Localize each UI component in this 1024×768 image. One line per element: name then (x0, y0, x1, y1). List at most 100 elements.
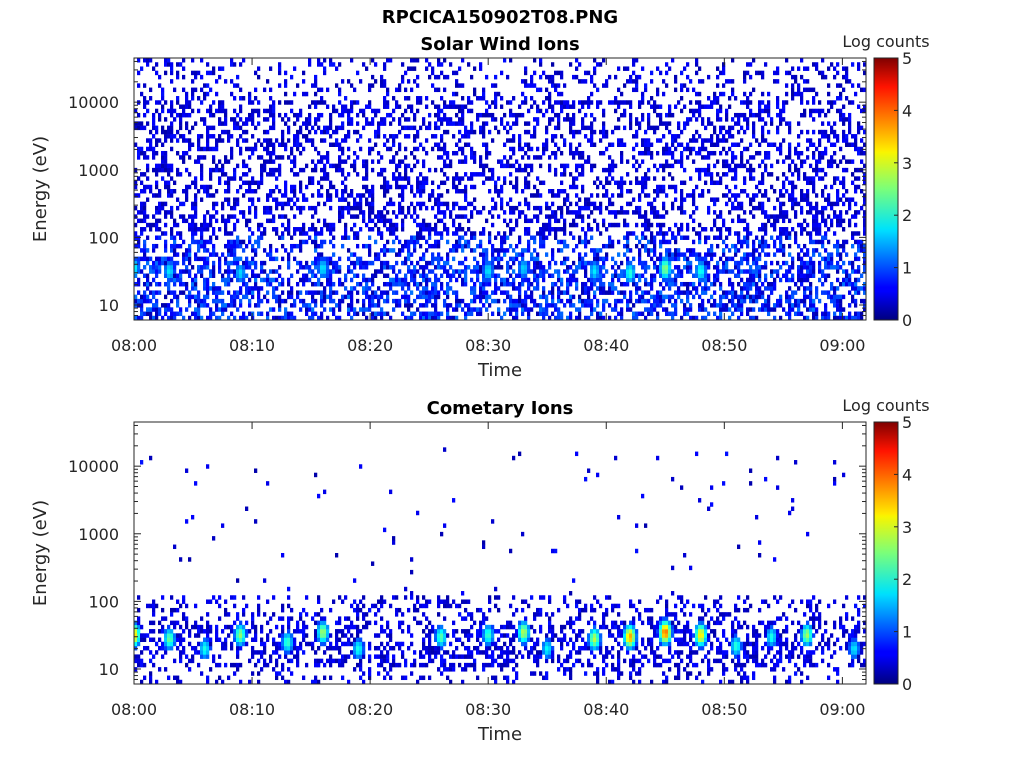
spectrogram-cell (590, 125, 594, 131)
spectrogram-cell (422, 269, 426, 274)
spectrogram-cell (449, 277, 453, 283)
spectrogram-cell (710, 121, 714, 126)
spectrogram-cell (350, 189, 354, 194)
spectrogram-cell (260, 286, 264, 291)
spectrogram-cell (290, 150, 294, 156)
spectrogram-cell (377, 121, 381, 126)
spectrogram-cell (740, 260, 744, 266)
spectrogram-cell (281, 281, 285, 287)
spectrogram-cell (515, 167, 519, 173)
spectrogram-cell (506, 121, 510, 126)
spectrogram-cell (650, 104, 654, 109)
spectrogram-cell (338, 205, 342, 211)
spectrogram-cell (548, 205, 552, 211)
spectrogram-cell (749, 201, 753, 207)
spectrogram-cell (236, 218, 240, 224)
spectrogram-cell (710, 294, 714, 300)
spectrogram-cell (194, 184, 198, 190)
spectrogram-cell (167, 163, 171, 169)
spectrogram-cell (338, 155, 342, 160)
spectrogram-cell (482, 273, 486, 278)
spectrogram-cell (695, 117, 699, 122)
spectrogram-cell (299, 205, 303, 211)
spectrogram-cell (686, 294, 690, 300)
spectrogram-cell (341, 214, 345, 219)
spectrogram-cell (722, 91, 726, 97)
spectrogram-cell (230, 239, 234, 245)
spectrogram-cell (464, 104, 468, 109)
spectrogram-cell (731, 150, 735, 156)
spectrogram-cell (731, 286, 735, 291)
spectrogram-cell (527, 307, 531, 312)
spectrogram-cell (443, 104, 447, 109)
spectrogram-cell (644, 83, 648, 88)
spectrogram-cell (572, 184, 576, 190)
spectrogram-cell (386, 294, 390, 300)
spectrogram-cell (746, 307, 750, 312)
spectrogram-cell (359, 205, 363, 211)
spectrogram-cell (335, 167, 339, 173)
spectrogram-cell (470, 121, 474, 126)
spectrogram-cell (425, 294, 429, 300)
spectrogram-cell (494, 273, 498, 278)
spectrogram-cell (287, 260, 291, 266)
spectrogram-cell (533, 70, 537, 76)
spectrogram-cell (665, 294, 669, 300)
spectrogram-cell (182, 256, 186, 262)
spectrogram-cell (602, 315, 606, 321)
spectrogram-cell (698, 239, 702, 245)
spectrogram-cell (356, 311, 360, 317)
spectrogram-cell (455, 184, 459, 190)
spectrogram-cell (311, 222, 315, 228)
spectrogram-cell (320, 159, 324, 164)
spectrogram-cell (356, 235, 360, 240)
spectrogram-cell (287, 311, 291, 317)
spectrogram-cell (410, 315, 414, 321)
spectrogram-cell (509, 210, 513, 215)
spectrogram-cell (566, 269, 570, 274)
spectrogram-cell (539, 273, 543, 278)
spectrogram-cell (365, 294, 369, 300)
spectrogram-cell (299, 184, 303, 190)
spectrogram-cell (281, 298, 285, 304)
spectrogram-cell (383, 184, 387, 190)
spectrogram-cell (695, 91, 699, 97)
spectrogram-cell (743, 70, 747, 76)
spectrogram-cell (149, 58, 153, 63)
spectrogram-cell (311, 83, 315, 88)
spectrogram-cell (455, 176, 459, 181)
spectrogram-cell (731, 281, 735, 287)
spectrogram-cell (662, 146, 666, 152)
spectrogram-cell (752, 298, 756, 304)
spectrogram-cell (257, 235, 261, 240)
spectrogram-cell (443, 112, 447, 118)
spectrogram-cell (482, 163, 486, 169)
spectrogram-cell (596, 205, 600, 211)
spectrogram-cell (293, 189, 297, 194)
spectrogram-cell (593, 277, 597, 283)
spectrogram-cell (518, 142, 522, 147)
spectrogram-cell (290, 286, 294, 291)
spectrogram-cell (251, 121, 255, 126)
spectrogram-cell (434, 125, 438, 131)
spectrogram-cell (371, 281, 375, 287)
spectrogram-cell (206, 129, 210, 135)
spectrogram-cell (233, 269, 237, 274)
spectrogram-cell (209, 172, 213, 177)
spectrogram-cell (434, 298, 438, 304)
spectrogram-cell (641, 138, 645, 143)
spectrogram-cell (716, 303, 720, 308)
spectrogram-cell (143, 239, 147, 245)
spectrogram-cell (137, 298, 141, 304)
spectrogram-cell (614, 180, 618, 186)
spectrogram-cell (518, 252, 522, 257)
spectrogram-cell (239, 176, 243, 181)
spectrogram-cell (365, 277, 369, 283)
spectrogram-cell (266, 142, 270, 147)
spectrogram-cell (518, 112, 522, 118)
spectrogram-cell (179, 121, 183, 126)
spectrogram-cell (350, 286, 354, 291)
spectrogram-cell (737, 121, 741, 126)
spectrogram-cell (494, 277, 498, 283)
spectrogram-cell (266, 146, 270, 152)
